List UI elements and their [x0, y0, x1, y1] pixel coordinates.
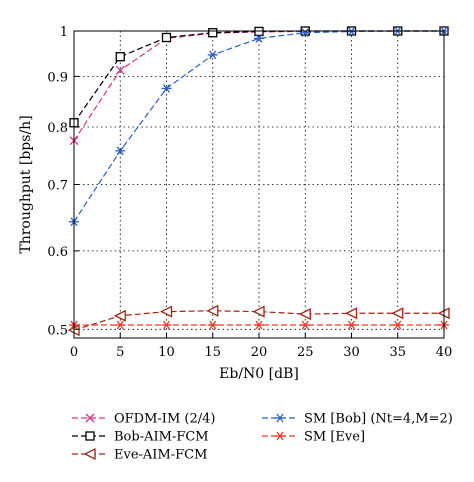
legend-label: SM [Eve]	[304, 430, 365, 445]
x-tick-label: 40	[436, 345, 453, 360]
data-point	[345, 307, 358, 320]
data-point	[113, 309, 126, 322]
legend-label: OFDM-IM (2/4)	[114, 412, 215, 427]
legend-label: Bob-AIM-FCM	[114, 430, 209, 445]
data-point	[160, 305, 173, 318]
x-tick-label: 35	[389, 345, 406, 360]
data-point	[254, 320, 264, 330]
data-point	[300, 28, 311, 38]
x-tick-label: 5	[116, 345, 124, 360]
data-point	[208, 28, 218, 38]
x-tick-label: 15	[204, 345, 221, 360]
legend-marker	[85, 413, 95, 423]
legend-label: SM [Bob] (Nt=4,M=2)	[304, 412, 453, 427]
y-tick-label: 0.7	[47, 179, 68, 194]
legend-marker	[83, 447, 96, 461]
series-4	[69, 320, 449, 330]
series-line	[73, 310, 444, 331]
legend-marker	[275, 413, 285, 423]
y-tick-label: 0.8	[47, 121, 68, 136]
data-point	[161, 84, 172, 93]
x-axis-label: Eb/N0 [dB]	[219, 366, 299, 382]
legend-entry: SM [Eve]	[262, 430, 365, 445]
x-tick-label: 25	[297, 345, 314, 360]
data-point	[346, 320, 357, 330]
legend: OFDM-IM (2/4) Bob-AIM-FCM Eve-AIM-FCM SM [B…	[72, 412, 453, 463]
data-point	[252, 305, 265, 318]
legend-entry: OFDM-IM (2/4)	[72, 412, 215, 427]
legend-entry: Bob-AIM-FCM	[72, 430, 209, 445]
data-point	[207, 320, 218, 330]
legend-marker	[85, 431, 95, 441]
data-point	[391, 307, 404, 320]
data-point	[207, 50, 218, 60]
data-point	[115, 65, 125, 75]
grid	[74, 30, 444, 338]
y-tick-label: 0.9	[47, 70, 68, 85]
data-point	[161, 320, 172, 330]
x-tick-label: 0	[70, 345, 78, 360]
data-point	[254, 33, 264, 43]
data-point	[300, 320, 311, 330]
legend-entry: SM [Bob] (Nt=4,M=2)	[262, 412, 453, 427]
y-tick-label: 0.5	[47, 323, 68, 338]
axis-ticks: 0 5 10 15 20 25 30 35 40 0.5 0.6 0.7 0.8 0.9 1	[47, 25, 452, 360]
x-tick-label: 30	[343, 345, 360, 360]
y-tick-label: 1	[60, 25, 68, 40]
y-tick-label: 0.6	[47, 245, 68, 260]
data-point	[392, 320, 403, 330]
data-point	[161, 32, 172, 43]
data-point	[115, 146, 126, 156]
legend-label: Eve-AIM-FCM	[114, 448, 207, 463]
legend-marker	[275, 431, 285, 441]
y-axis-label: Throughput [bps/h]	[18, 115, 34, 253]
data-point	[115, 320, 126, 330]
data-point	[115, 52, 125, 62]
x-tick-label: 20	[251, 345, 268, 360]
legend-entry: Eve-AIM-FCM	[72, 448, 207, 463]
data-point	[206, 304, 219, 317]
x-tick-label: 10	[158, 345, 175, 360]
data-point	[298, 308, 311, 321]
